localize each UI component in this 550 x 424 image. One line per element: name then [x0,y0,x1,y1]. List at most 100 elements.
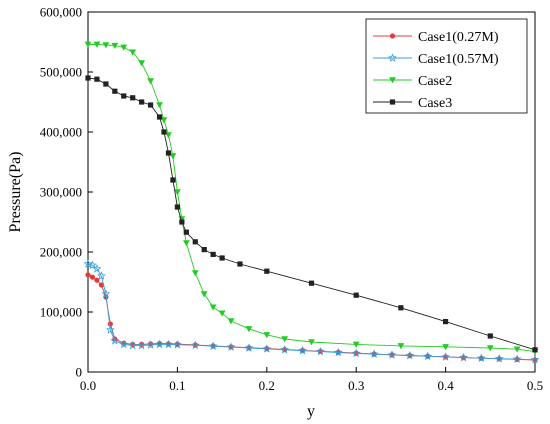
data-point [298,346,307,355]
series-line [87,263,536,361]
legend-entry: Case3 [373,96,452,111]
data-point [486,345,494,352]
data-point [147,78,154,85]
data-point [487,333,493,339]
data-point [210,251,216,257]
data-point [442,344,449,351]
data-point [137,340,147,350]
data-point [208,341,218,350]
legend-entry: Case1(0.57M) [373,52,499,67]
data-point [264,268,270,274]
data-point [94,76,100,82]
data-point [160,117,168,124]
x-tick-label: 0.2 [259,378,275,393]
data-point [227,318,235,325]
legend-marker [389,77,396,84]
data-point [182,240,190,247]
data-point [281,336,289,343]
series-layer [83,41,540,364]
x-axis-tick-labels: 0.0 0.1 0.2 0.3 0.4 0.5 [80,378,543,393]
data-point [353,292,359,298]
legend: Case1(0.27M) Case1(0.57M) Case2 Case3 [365,18,528,114]
data-point [130,95,136,101]
legend-entries: Case1(0.27M) Case1(0.57M) Case2 Case3 [373,30,499,111]
data-point [459,352,468,362]
data-point [128,340,138,350]
data-point [110,336,120,345]
data-point [112,88,118,94]
data-point [92,264,102,273]
data-point [280,345,290,354]
data-point [156,114,163,120]
data-point [164,339,173,349]
data-point [146,340,156,349]
y-tick-label: 100,000 [40,305,82,320]
legend-label: Case1(0.27M) [418,30,499,45]
data-point [147,102,154,108]
data-point [120,44,128,51]
legend-label: Case3 [418,96,452,111]
y-tick-label: 200,000 [40,245,82,260]
data-point [94,277,100,283]
data-point [161,129,167,135]
data-point [263,332,271,339]
data-point [165,150,172,156]
data-point [84,41,92,48]
data-point [170,177,176,183]
data-point [172,340,182,349]
legend-marker [389,33,396,39]
data-point [512,354,522,363]
data-point [316,346,325,356]
data-point [333,347,343,357]
data-point [192,239,198,245]
data-point [93,41,101,48]
data-point [119,339,129,349]
x-tick-label: 0.0 [80,378,96,393]
data-point [138,60,146,67]
data-point [513,346,521,353]
y-axis-title: Pressure(Pa) [7,152,24,233]
data-point [169,153,177,160]
legend-entry: Case2 [373,74,452,89]
data-point [443,319,449,325]
data-point [494,354,504,363]
y-tick-label: 0 [76,365,83,380]
data-point [209,304,217,311]
data-point [191,270,199,277]
legend-marker [388,53,397,62]
y-axis-tick-labels: 0 100,000 200,000 300,000 400,000 500,000 600,… [40,5,82,380]
data-point [174,189,181,196]
data-point [85,272,91,278]
data-point [83,259,93,268]
legend-entry: Case1(0.27M) [373,30,499,45]
data-point [351,348,361,358]
x-axis-ticks [87,367,536,372]
data-point [226,342,236,351]
data-point [218,310,226,317]
data-point [308,339,315,346]
y-tick-label: 300,000 [40,185,82,200]
data-point [174,204,180,210]
data-point [179,219,185,225]
series-2 [83,259,540,364]
x-tick-label: 0.3 [348,378,364,393]
data-point [103,81,109,87]
data-point [165,132,172,139]
data-point [219,255,225,261]
data-point [200,291,208,298]
data-point [245,326,253,333]
series-4 [85,75,538,353]
data-point [308,280,315,286]
x-tick-label: 0.5 [527,378,543,393]
data-point [190,340,200,350]
data-point [398,305,404,311]
data-point [183,229,189,235]
data-point [405,350,415,360]
data-point [96,271,106,280]
data-point [244,343,254,352]
data-point [476,353,486,362]
data-point [156,102,163,109]
data-point [530,355,540,364]
y-tick-label: 600,000 [40,5,82,20]
